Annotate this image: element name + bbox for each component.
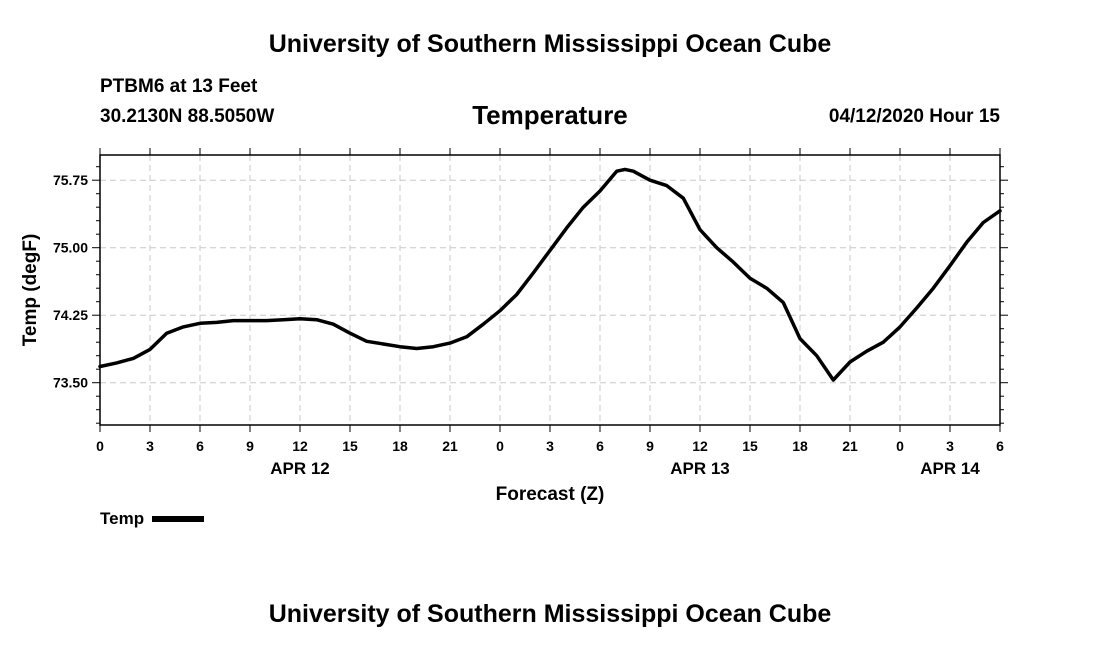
x-tick-label: 15: [342, 438, 358, 454]
page-title-top: University of Southern Mississippi Ocean…: [268, 30, 832, 58]
x-axis-title: Forecast (Z): [496, 484, 605, 505]
chart-title: Temperature: [472, 100, 628, 130]
page-title-bottom: University of Southern Mississippi Ocean…: [268, 600, 832, 628]
y-tick-label: 74.25: [53, 307, 88, 323]
x-day-label: APR 13: [670, 459, 730, 478]
x-tick-label: 3: [946, 438, 954, 454]
x-tick-label: 6: [996, 438, 1004, 454]
x-tick-label: 6: [196, 438, 204, 454]
x-tick-label: 3: [146, 438, 154, 454]
legend-label: Temp: [100, 509, 145, 528]
x-tick-label: 21: [442, 438, 458, 454]
x-tick-label: 9: [646, 438, 654, 454]
y-axis-title: Temp (degF): [20, 234, 41, 347]
coordinates-label: 30.2130N 88.5050W: [100, 106, 275, 127]
y-tick-label: 73.50: [53, 375, 88, 391]
x-tick-label: 18: [392, 438, 408, 454]
x-tick-label: 15: [742, 438, 758, 454]
series-line-temp: [98, 167, 1002, 382]
legend-line-swatch: [152, 516, 205, 522]
x-tick-label: 21: [842, 438, 858, 454]
x-tick-label: 0: [496, 438, 504, 454]
x-day-label: APR 12: [270, 459, 330, 478]
legend: Temp: [100, 509, 205, 529]
x-tick-label: 12: [292, 438, 308, 454]
y-tick-label: 75.00: [53, 240, 88, 256]
x-tick-label: 9: [246, 438, 254, 454]
x-tick-label: 6: [596, 438, 604, 454]
y-tick-label: 75.75: [53, 172, 88, 188]
x-tick-label: 0: [96, 438, 104, 454]
x-day-label: APR 14: [920, 459, 980, 478]
x-tick-label: 12: [692, 438, 708, 454]
station-label: PTBM6 at 13 Feet: [100, 76, 258, 97]
x-tick-label: 18: [792, 438, 808, 454]
forecast-datetime: 04/12/2020 Hour 15: [828, 106, 1000, 127]
x-tick-label: 3: [546, 438, 554, 454]
plot-frame: [99, 154, 1001, 426]
x-tick-label: 0: [896, 438, 904, 454]
